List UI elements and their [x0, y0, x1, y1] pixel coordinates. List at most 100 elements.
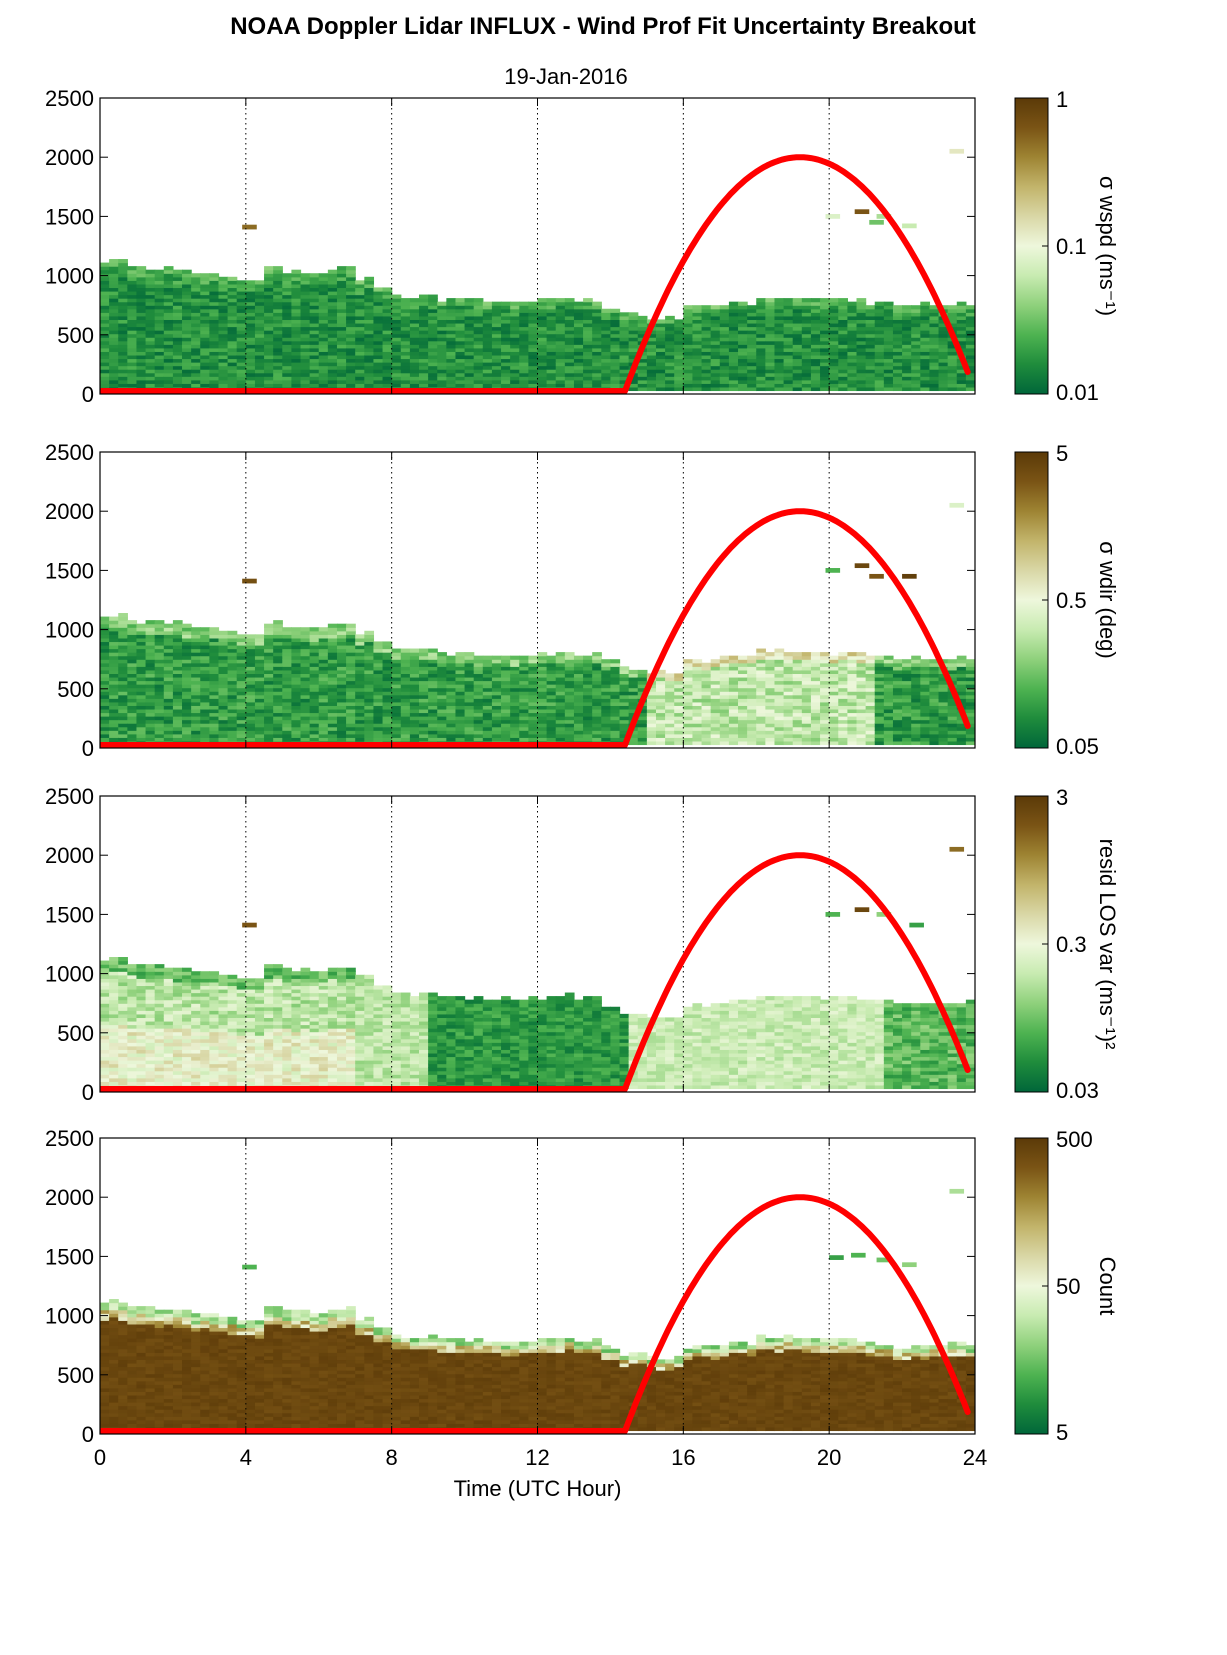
- heatmap-cell: [792, 684, 803, 689]
- heatmap-cell: [883, 333, 894, 338]
- heatmap-cell: [820, 319, 830, 324]
- heatmap-cell: [464, 379, 475, 384]
- heatmap-cell: [327, 358, 338, 363]
- heatmap-cell: [154, 641, 165, 646]
- heatmap-cell: [464, 362, 475, 367]
- heatmap-cell: [473, 737, 484, 742]
- heatmap-cell: [765, 344, 776, 349]
- heatmap-cell: [555, 659, 566, 664]
- heatmap-cell: [856, 376, 867, 381]
- heatmap-cell: [646, 723, 657, 728]
- heatmap-cell: [109, 347, 119, 352]
- heatmap-cell: [100, 712, 110, 717]
- heatmap-cell: [218, 301, 229, 306]
- heatmap-cell: [428, 365, 438, 370]
- heatmap-cell: [254, 376, 265, 381]
- heatmap-cell: [182, 273, 192, 278]
- heatmap-cell: [838, 730, 848, 735]
- heatmap-cell: [273, 283, 283, 289]
- heatmap-cell: [327, 659, 338, 664]
- heatmap-cell: [419, 676, 429, 682]
- heatmap-cell: [172, 322, 183, 328]
- heatmap-cell: [573, 712, 584, 717]
- heatmap-cell: [309, 333, 320, 338]
- heatmap-cell: [965, 383, 975, 388]
- heatmap-cell: [911, 312, 921, 317]
- heatmap-cell: [182, 340, 192, 345]
- heatmap-cell: [537, 694, 548, 699]
- heatmap-cell: [273, 733, 283, 738]
- heatmap-cell: [701, 319, 712, 324]
- heatmap-cell: [710, 347, 721, 352]
- heatmap-cell: [136, 687, 147, 692]
- heatmap-cell: [336, 652, 347, 657]
- heatmap-cell: [783, 358, 794, 363]
- heatmap-cell: [902, 340, 912, 345]
- heatmap-cell: [355, 369, 365, 374]
- heatmap-cell: [655, 687, 666, 692]
- heatmap-cell: [419, 655, 429, 660]
- heatmap-cell: [428, 376, 438, 381]
- heatmap-cell: [920, 301, 931, 306]
- heatmap-cell: [364, 280, 375, 285]
- heatmap-cell: [209, 627, 220, 632]
- heatmap-cell: [336, 280, 347, 285]
- heatmap-cell: [738, 716, 748, 721]
- heatmap-cell: [327, 322, 338, 328]
- heatmap-cell: [610, 330, 621, 335]
- heatmap-cell: [327, 716, 338, 721]
- heatmap-cell: [455, 662, 466, 667]
- heatmap-cell: [783, 347, 794, 352]
- heatmap-cell: [364, 337, 375, 342]
- heatmap-cell: [747, 662, 757, 667]
- heatmap-cell: [929, 319, 940, 324]
- heatmap-cell: [409, 680, 420, 685]
- heatmap-cell: [282, 283, 292, 289]
- heatmap-cell: [856, 369, 867, 374]
- heatmap-cell: [692, 340, 703, 345]
- heatmap-cell: [346, 708, 356, 714]
- heatmap-cell: [282, 354, 292, 360]
- heatmap-cell: [154, 655, 165, 660]
- heatmap-cell: [564, 337, 575, 342]
- heatmap-cell: [236, 634, 247, 639]
- heatmap-cell: [810, 723, 821, 728]
- heatmap-cell: [610, 691, 621, 696]
- heatmap-cell: [719, 322, 730, 328]
- heatmap-cell: [920, 333, 931, 338]
- heatmap-cell: [892, 358, 903, 363]
- heatmap-cell: [154, 326, 165, 331]
- heatmap-cell: [911, 386, 921, 392]
- heatmap-cell: [482, 708, 493, 714]
- heatmap-cell: [300, 372, 311, 377]
- heatmap-cell: [692, 344, 703, 349]
- heatmap-cell: [391, 330, 402, 335]
- heatmap-cell: [382, 294, 393, 299]
- heatmap-cell: [756, 684, 766, 689]
- heatmap-cell: [701, 372, 712, 377]
- heatmap-cell: [182, 354, 192, 360]
- heatmap-cell: [455, 319, 466, 324]
- heatmap-cell: [564, 301, 575, 306]
- heatmap-cell: [218, 694, 229, 699]
- heatmap-cell: [346, 301, 356, 306]
- heatmap-cell: [856, 305, 867, 310]
- heatmap-cell: [364, 326, 375, 331]
- heatmap-cell: [282, 276, 292, 281]
- heatmap-cell: [546, 379, 557, 384]
- heatmap-cell: [409, 652, 420, 657]
- heatmap-cell: [537, 733, 548, 738]
- heatmap-cell: [710, 337, 721, 342]
- heatmap-cell: [191, 340, 201, 345]
- heatmap-cell: [245, 301, 256, 306]
- heatmap-cell: [291, 719, 302, 724]
- heatmap-cell: [710, 326, 721, 331]
- heatmap-cell: [601, 376, 612, 381]
- heatmap-cell: [382, 354, 393, 360]
- heatmap-cell: [409, 708, 420, 714]
- heatmap-cell: [264, 680, 274, 685]
- heatmap-cell: [637, 379, 648, 384]
- heatmap-cell: [336, 676, 347, 682]
- heatmap-cell: [382, 358, 393, 363]
